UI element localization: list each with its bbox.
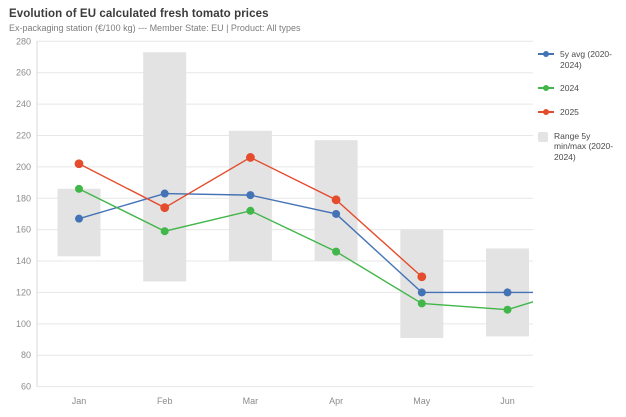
legend-label-range: Range 5y min/max (2020-2024) [554,130,614,162]
data-point-2024-jan[interactable] [75,184,83,193]
data-point-5y-avg-apr[interactable] [332,209,341,218]
chart-title: Evolution of EU calculated fresh tomato … [9,8,269,20]
x-tick-label-may: May [413,396,431,406]
legend-line-marker-icon [538,83,554,93]
y-tick-label-220: 220 [16,130,31,140]
chart-header: Evolution of EU calculated fresh tomato … [9,8,509,33]
legend-line-marker-icon [538,49,554,59]
data-point-5y-avg-may[interactable] [417,288,426,297]
y-tick-label-140: 140 [16,256,31,266]
data-point-2024-jun[interactable] [503,305,512,314]
data-point-2024-mar[interactable] [246,206,255,215]
y-tick-label-80: 80 [21,350,31,360]
data-point-2025-may[interactable] [417,272,427,282]
chart-subtitle: Ex-packaging station (€/100 kg) --- Memb… [9,23,301,33]
data-point-5y-avg-feb[interactable] [160,189,169,198]
data-point-2025-jan[interactable] [74,159,84,169]
range-band-feb [143,52,187,282]
y-tick-label-240: 240 [16,99,31,109]
x-tick-label-apr: Apr [329,396,343,406]
legend-item-range[interactable]: Range 5y min/max (2020-2024) [538,131,624,163]
data-point-2025-mar[interactable] [246,153,255,162]
legend-item-2024[interactable]: 2024 [538,83,624,94]
data-point-2025-feb[interactable] [160,203,170,213]
data-point-2025-apr[interactable] [331,195,341,205]
y-tick-label-100: 100 [16,319,31,329]
y-tick-label-280: 280 [16,36,31,46]
legend-item-5y-avg[interactable]: 5y avg (2020-2024) [538,49,624,70]
x-tick-label-jan: Jan [72,396,87,406]
data-point-5y-avg-jun[interactable] [503,288,512,297]
y-tick-label-260: 260 [16,68,31,78]
legend-label-2024: 2024 [560,83,579,94]
legend-range-marker-icon [538,131,548,142]
data-point-2024-feb[interactable] [160,227,169,236]
range-band-may [400,229,444,338]
y-tick-label-200: 200 [16,162,31,172]
y-tick-label-180: 180 [16,193,31,203]
x-tick-label-mar: Mar [243,396,259,406]
data-point-2024-may[interactable] [417,299,426,308]
legend-label-5y-avg: 5y avg (2020-2024) [560,49,612,70]
data-point-5y-avg-mar[interactable] [246,191,255,200]
data-point-2024-apr[interactable] [332,247,341,256]
x-tick-label-jun: Jun [500,396,515,406]
y-tick-label-120: 120 [16,287,31,297]
legend-line-marker-icon [538,107,554,117]
y-tick-label-60: 60 [21,382,31,392]
data-point-5y-avg-jan[interactable] [75,214,83,223]
legend-item-2025[interactable]: 2025 [538,107,624,118]
legend: 5y avg (2020-2024) 2024 2025 Range 5y min/m… [538,49,624,162]
legend-label-2025: 2025 [560,106,579,117]
x-tick-label-feb: Feb [157,396,173,406]
y-tick-label-160: 160 [16,225,31,235]
